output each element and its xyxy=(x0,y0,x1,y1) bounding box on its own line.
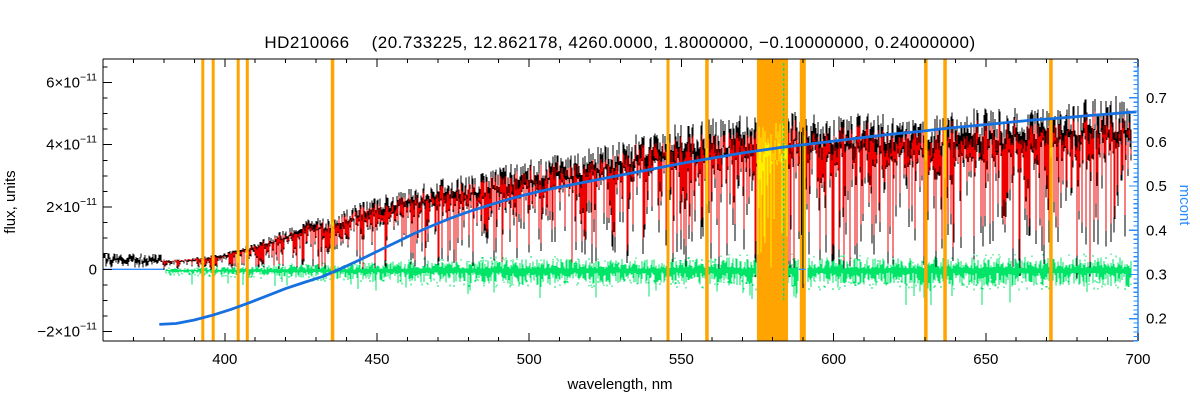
y-left-tick-label: −2×10−11 xyxy=(37,321,97,341)
mask-line xyxy=(201,59,205,341)
x-tick-label: 450 xyxy=(364,351,389,368)
mask-line xyxy=(666,59,670,341)
mask-line xyxy=(924,59,928,341)
y-axis-left-ticks xyxy=(103,66,112,332)
continuum-curve xyxy=(159,110,1137,326)
x-tick-label: 700 xyxy=(1125,351,1150,368)
x-tick-label: 400 xyxy=(212,351,237,368)
y-right-tick-label: 0.4 xyxy=(1146,222,1167,239)
x-tick-label: 650 xyxy=(973,351,998,368)
stellar-parameters: (20.733225, 12.862178, 4260.0000, 1.8000… xyxy=(372,33,976,52)
x-axis-ticks xyxy=(132,59,1139,341)
plot-title: HD210066 (20.733225, 12.862178, 4260.0000… xyxy=(264,33,975,52)
plot-render-layer: 400 450 500 550 600 650 700 6×10−11 4×10−11 2×10−… xyxy=(37,58,1167,368)
x-tick-label: 500 xyxy=(517,351,542,368)
mask-line xyxy=(236,59,240,341)
y-right-tick-label: 0.7 xyxy=(1146,90,1167,107)
mask-line xyxy=(245,59,249,341)
y-right-tick-label: 0.6 xyxy=(1146,134,1167,151)
tick-labels: 400 450 500 550 600 650 700 6×10−11 4×10−11 2×10−… xyxy=(37,71,1166,368)
telluric-mask-band xyxy=(756,59,788,341)
y-left-tick-label: 0 xyxy=(89,261,97,278)
mask-line xyxy=(330,59,335,341)
mask-line xyxy=(943,59,947,341)
x-tick-label: 600 xyxy=(821,351,846,368)
y-axis-right-ticks xyxy=(1129,61,1138,342)
y-left-tick-label: 2×10−11 xyxy=(46,196,97,216)
x-axis-label: wavelength, nm xyxy=(566,376,672,393)
y-left-tick-label: 6×10−11 xyxy=(46,71,97,91)
mask-line xyxy=(1049,59,1053,341)
sodium-d-absorption xyxy=(800,127,804,288)
residuals-green xyxy=(165,253,1132,306)
x-tick-label: 550 xyxy=(669,351,694,368)
y-left-tick-label: 4×10−11 xyxy=(46,134,97,154)
mask-line xyxy=(211,59,215,341)
spectrum-red xyxy=(161,111,1132,269)
y-axis-label-left: flux, units xyxy=(2,170,19,233)
star-name: HD210066 xyxy=(264,33,349,52)
y-right-tick-label: 0.3 xyxy=(1146,267,1167,284)
y-right-tick-label: 0.2 xyxy=(1146,311,1167,328)
y-right-tick-label: 0.5 xyxy=(1146,178,1167,195)
y-axis-label-right: mcont xyxy=(1176,185,1193,227)
plot-frame xyxy=(102,58,1139,342)
